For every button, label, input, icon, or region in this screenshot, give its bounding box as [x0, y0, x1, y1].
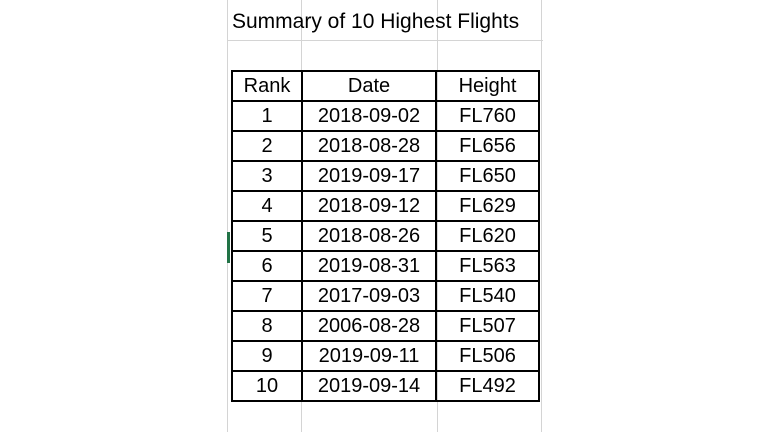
table-row: 5 2018-08-26 FL620 [231, 220, 540, 252]
date-cell[interactable]: 2018-08-26 [301, 220, 437, 252]
flights-table: Rank Date Height 1 2018-09-02 FL760 2 20… [231, 70, 540, 402]
height-cell[interactable]: FL563 [435, 250, 540, 282]
date-cell[interactable]: 2018-08-28 [301, 130, 437, 162]
active-cell-indicator [227, 232, 230, 263]
table-row: 2 2018-08-28 FL656 [231, 130, 540, 162]
date-cell[interactable]: 2019-09-11 [301, 340, 437, 372]
height-cell[interactable]: FL620 [435, 220, 540, 252]
height-cell[interactable]: FL492 [435, 370, 540, 402]
sheet-title[interactable]: Summary of 10 Highest Flights [232, 10, 520, 33]
rank-cell[interactable]: 6 [231, 250, 303, 282]
rank-cell[interactable]: 9 [231, 340, 303, 372]
date-cell[interactable]: 2006-08-28 [301, 310, 437, 342]
table-row: 6 2019-08-31 FL563 [231, 250, 540, 282]
date-cell[interactable]: 2018-09-12 [301, 190, 437, 222]
header-date[interactable]: Date [301, 70, 437, 102]
date-cell[interactable]: 2019-08-31 [301, 250, 437, 282]
rank-cell[interactable]: 7 [231, 280, 303, 312]
height-cell[interactable]: FL629 [435, 190, 540, 222]
gridline [227, 0, 228, 432]
height-cell[interactable]: FL540 [435, 280, 540, 312]
table-row: 1 2018-09-02 FL760 [231, 100, 540, 132]
rank-cell[interactable]: 4 [231, 190, 303, 222]
rank-cell[interactable]: 3 [231, 160, 303, 192]
rank-cell[interactable]: 8 [231, 310, 303, 342]
table-row: 10 2019-09-14 FL492 [231, 370, 540, 402]
table-row: 8 2006-08-28 FL507 [231, 310, 540, 342]
height-cell[interactable]: FL656 [435, 130, 540, 162]
gridline [541, 0, 542, 432]
table-row: 4 2018-09-12 FL629 [231, 190, 540, 222]
rank-cell[interactable]: 2 [231, 130, 303, 162]
date-cell[interactable]: 2019-09-14 [301, 370, 437, 402]
height-cell[interactable]: FL760 [435, 100, 540, 132]
height-cell[interactable]: FL507 [435, 310, 540, 342]
date-cell[interactable]: 2019-09-17 [301, 160, 437, 192]
date-cell[interactable]: 2018-09-02 [301, 100, 437, 132]
height-cell[interactable]: FL506 [435, 340, 540, 372]
rank-cell[interactable]: 1 [231, 100, 303, 132]
gridline [227, 40, 543, 41]
rank-cell[interactable]: 5 [231, 220, 303, 252]
height-cell[interactable]: FL650 [435, 160, 540, 192]
date-cell[interactable]: 2017-09-03 [301, 280, 437, 312]
header-rank[interactable]: Rank [231, 70, 303, 102]
rank-cell[interactable]: 10 [231, 370, 303, 402]
table-header-row: Rank Date Height [231, 70, 540, 102]
spreadsheet-area: Summary of 10 Highest Flights Rank Date … [227, 0, 543, 432]
table-row: 7 2017-09-03 FL540 [231, 280, 540, 312]
table-row: 3 2019-09-17 FL650 [231, 160, 540, 192]
table-row: 9 2019-09-11 FL506 [231, 340, 540, 372]
header-height[interactable]: Height [435, 70, 540, 102]
